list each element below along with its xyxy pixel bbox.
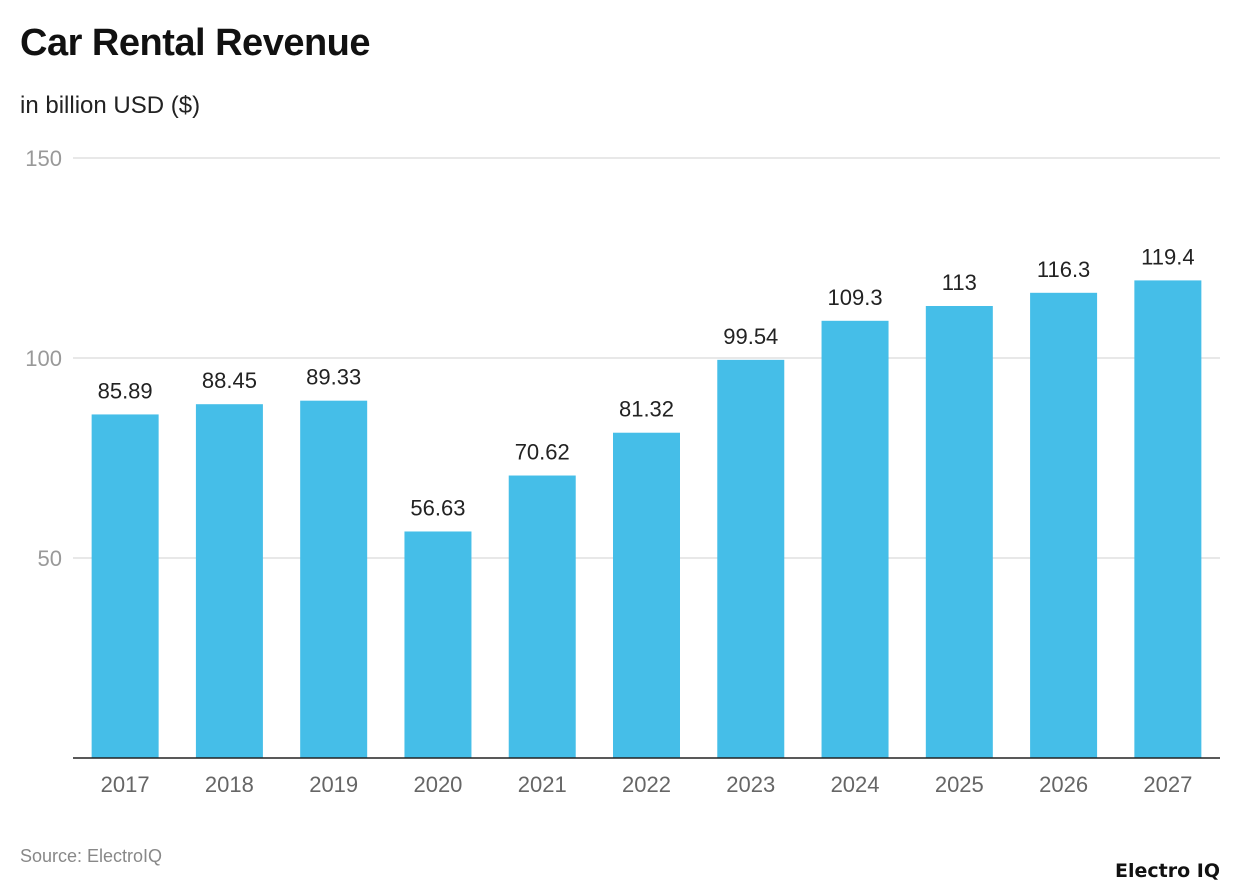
x-tick-label: 2020	[413, 772, 462, 797]
bar-2025	[925, 306, 993, 758]
bar-2020	[404, 531, 472, 758]
bar-2017	[91, 414, 159, 758]
data-label: 89.33	[306, 365, 361, 390]
data-label: 119.4	[1141, 244, 1194, 269]
bar-2026	[1030, 292, 1098, 758]
x-tick-label: 2024	[831, 772, 880, 797]
bar-2027	[1134, 280, 1202, 758]
x-tick-label: 2018	[205, 772, 254, 797]
data-label: 109.3	[828, 285, 883, 310]
x-tick-label: 2021	[518, 772, 567, 797]
data-label: 99.54	[723, 324, 778, 349]
bar-2018	[195, 404, 263, 758]
data-label: 88.45	[202, 368, 257, 393]
bar-2021	[508, 475, 576, 758]
x-tick-label: 2026	[1039, 772, 1088, 797]
source-note: Source: ElectroIQ	[20, 846, 163, 866]
data-label: 85.89	[98, 378, 153, 403]
x-tick-label: 2019	[309, 772, 358, 797]
brand-logo: Electro IQ	[1115, 860, 1220, 882]
y-tick-label: 150	[25, 146, 62, 171]
y-tick-label: 50	[38, 546, 62, 571]
data-label: 81.32	[619, 397, 674, 422]
bar-2024	[821, 320, 889, 758]
data-label: 56.63	[410, 495, 465, 520]
bar-2019	[300, 400, 368, 758]
data-label: 116.3	[1037, 257, 1090, 282]
x-tick-label: 2025	[935, 772, 984, 797]
data-label: 113	[942, 270, 977, 295]
x-tick-label: 2017	[101, 772, 150, 797]
x-tick-label: 2023	[726, 772, 775, 797]
x-tick-label: 2027	[1143, 772, 1192, 797]
x-tick-label: 2022	[622, 772, 671, 797]
data-label: 70.62	[515, 440, 570, 465]
chart-subtitle: in billion USD ($)	[20, 92, 201, 119]
y-tick-label: 100	[25, 346, 62, 371]
bar-2023	[717, 359, 785, 758]
bar-2022	[613, 432, 680, 758]
chart-title: Car Rental Revenue	[20, 22, 371, 64]
